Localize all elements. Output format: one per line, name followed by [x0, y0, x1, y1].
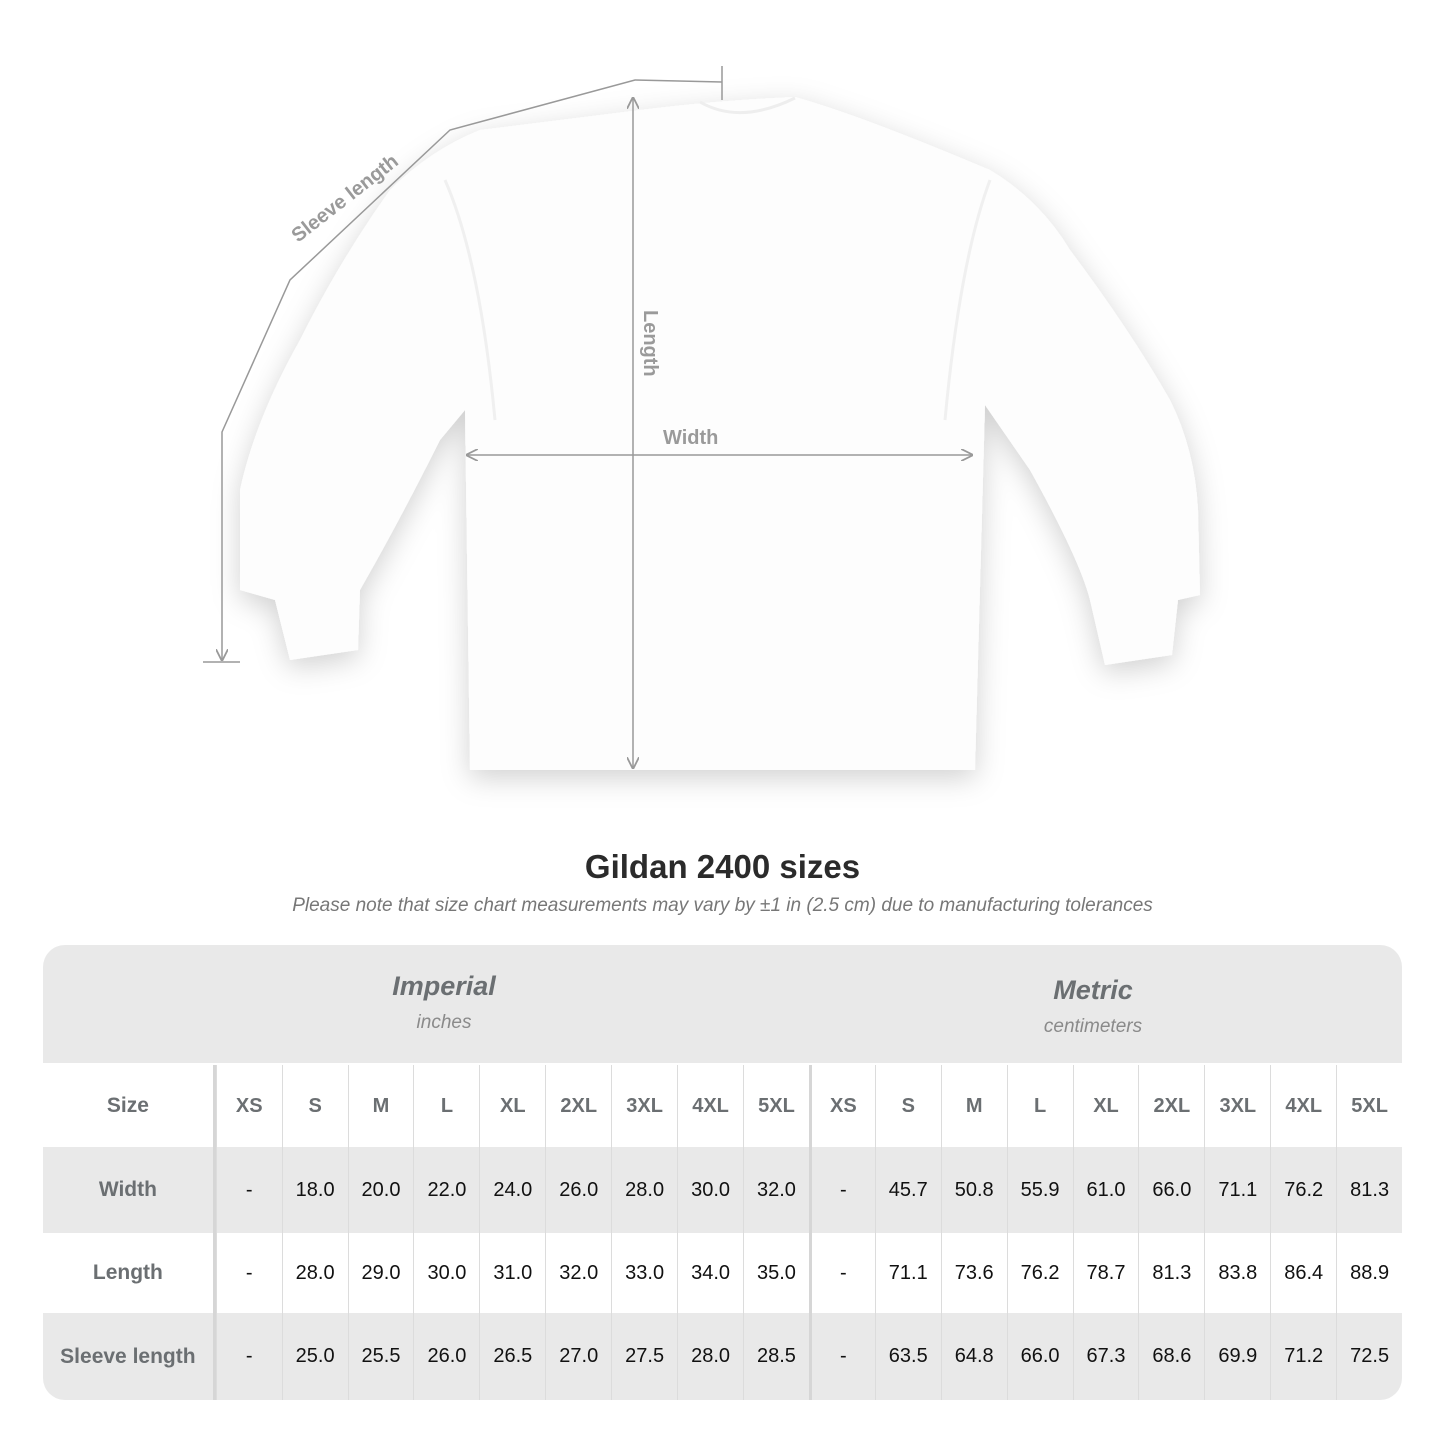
- imperial-value-cell: 30.0: [413, 1233, 479, 1313]
- imperial-size-3xl: 3XL: [611, 1065, 677, 1147]
- metric-value-cell: 73.6: [940, 1233, 1007, 1313]
- tolerance-note: Please note that size chart measurements…: [292, 895, 1153, 916]
- metric-value-cell: 78.7: [1072, 1233, 1139, 1313]
- imperial-value-cell: 33.0: [611, 1233, 677, 1313]
- metric-size-s: S: [874, 1065, 941, 1147]
- unit-header-band: [43, 945, 1402, 1063]
- metric-value-cell: 50.8: [940, 1147, 1007, 1233]
- metric-value-cell: 71.2: [1270, 1313, 1336, 1400]
- imperial-value-cell: 20.0: [347, 1147, 414, 1233]
- metric-value-cell: 45.7: [874, 1147, 941, 1233]
- metric-size-xs: XS: [808, 1065, 875, 1147]
- imperial-value-cell: -: [215, 1147, 282, 1233]
- table-row: Length -28.0 29.0 30.0 31.0 32.0 33.0 34.0 35.0-…: [43, 1233, 1402, 1313]
- imperial-size-2xl: 2XL: [545, 1065, 611, 1147]
- imperial-value-cell: 22.0: [413, 1147, 479, 1233]
- imperial-value-cell: 35.0: [743, 1233, 809, 1313]
- imperial-value-cell: 27.0: [545, 1313, 611, 1400]
- imperial-size-l: L: [413, 1065, 479, 1147]
- metric-value-cell: 88.9: [1336, 1233, 1402, 1313]
- metric-size-xl: XL: [1072, 1065, 1139, 1147]
- metric-value-cell: 71.1: [874, 1233, 941, 1313]
- imperial-value-cell: 30.0: [677, 1147, 743, 1233]
- row-label: Length: [43, 1233, 216, 1313]
- metric-value-cell: 81.3: [1336, 1147, 1402, 1233]
- chart-title: Gildan 2400 sizes: [584, 848, 861, 885]
- imperial-value-cell: 26.5: [479, 1313, 545, 1400]
- size-column-header: Size: [43, 1065, 216, 1147]
- imperial-unit: inches: [416, 1012, 472, 1033]
- metric-value-cell: -: [808, 1313, 875, 1400]
- imperial-value-cell: 26.0: [545, 1147, 611, 1233]
- imperial-value-cell: 28.0: [281, 1233, 348, 1313]
- imperial-value-cell: 28.5: [743, 1313, 809, 1400]
- imperial-header: Imperial inches: [343, 971, 545, 1034]
- metric-value-cell: 76.2: [1270, 1147, 1336, 1233]
- length-label: Length: [639, 310, 661, 377]
- imperial-size-s: S: [281, 1065, 348, 1147]
- imperial-size-xl: XL: [479, 1065, 545, 1147]
- imperial-value-cell: 29.0: [347, 1233, 414, 1313]
- metric-value-cell: 76.2: [1006, 1233, 1073, 1313]
- table-row: Width -18.0 20.0 22.0 24.0 26.0 28.0 30.0 32.0-4…: [43, 1147, 1402, 1233]
- imperial-value-cell: 31.0: [479, 1233, 545, 1313]
- imperial-value-cell: 34.0: [677, 1233, 743, 1313]
- imperial-size-xs: XS: [215, 1065, 282, 1147]
- metric-value-cell: 55.9: [1006, 1147, 1073, 1233]
- shirt-shape: [240, 97, 1200, 770]
- imperial-value-cell: 25.5: [347, 1313, 414, 1400]
- metric-value-cell: 83.8: [1204, 1233, 1270, 1313]
- imperial-title: Imperial: [392, 971, 496, 1001]
- imperial-value-cell: 27.5: [611, 1313, 677, 1400]
- metric-value-cell: 66.0: [1138, 1147, 1204, 1233]
- metric-value-cell: -: [808, 1147, 875, 1233]
- metric-value-cell: 61.0: [1072, 1147, 1139, 1233]
- metric-size-m: M: [940, 1065, 1007, 1147]
- size-table: Imperial inches Metric centimeters Size X…: [43, 945, 1402, 1400]
- metric-unit: centimeters: [1043, 1016, 1143, 1037]
- metric-value-cell: -: [808, 1233, 875, 1313]
- imperial-size-m: M: [347, 1065, 414, 1147]
- metric-value-cell: 86.4: [1270, 1233, 1336, 1313]
- imperial-value-cell: -: [215, 1313, 282, 1400]
- imperial-value-cell: 25.0: [281, 1313, 348, 1400]
- metric-value-cell: 63.5: [874, 1313, 941, 1400]
- metric-value-cell: 66.0: [1006, 1313, 1073, 1400]
- imperial-value-cell: -: [215, 1233, 282, 1313]
- imperial-value-cell: 28.0: [611, 1147, 677, 1233]
- imperial-value-cell: 26.0: [413, 1313, 479, 1400]
- row-label: Width: [43, 1147, 216, 1233]
- metric-size-2xl: 2XL: [1138, 1065, 1204, 1147]
- imperial-value-cell: 24.0: [479, 1147, 545, 1233]
- imperial-size-5xl: 5XL: [743, 1065, 809, 1147]
- sleeve-measure-line: [222, 79, 723, 660]
- size-header-row: Size XS S M L XL 2XL 3XL 4XL 5XL XS S M L XL 2XL 3XL 4XL 5…: [43, 1065, 1402, 1147]
- imperial-value-cell: 32.0: [743, 1147, 809, 1233]
- metric-value-cell: 71.1: [1204, 1147, 1270, 1233]
- metric-size-3xl: 3XL: [1204, 1065, 1270, 1147]
- metric-value-cell: 64.8: [940, 1313, 1007, 1400]
- metric-header: Metric centimeters: [993, 975, 1193, 1038]
- metric-size-5xl: 5XL: [1336, 1065, 1402, 1147]
- table-row: Sleeve length -25.0 25.5 26.0 26.5 27.0 27.5 28…: [43, 1313, 1402, 1400]
- metric-value-cell: 68.6: [1138, 1313, 1204, 1400]
- shirt-illustration: Sleeve length Length Width: [203, 66, 1200, 770]
- metric-value-cell: 69.9: [1204, 1313, 1270, 1400]
- imperial-value-cell: 18.0: [281, 1147, 348, 1233]
- metric-size-4xl: 4XL: [1270, 1065, 1336, 1147]
- imperial-value-cell: 32.0: [545, 1233, 611, 1313]
- row-label: Sleeve length: [43, 1313, 216, 1400]
- imperial-size-4xl: 4XL: [677, 1065, 743, 1147]
- metric-title: Metric: [1053, 975, 1133, 1005]
- metric-size-l: L: [1006, 1065, 1073, 1147]
- metric-value-cell: 67.3: [1072, 1313, 1139, 1400]
- imperial-value-cell: 28.0: [677, 1313, 743, 1400]
- metric-value-cell: 72.5: [1336, 1313, 1402, 1400]
- metric-value-cell: 81.3: [1138, 1233, 1204, 1313]
- width-label: Width: [663, 427, 718, 449]
